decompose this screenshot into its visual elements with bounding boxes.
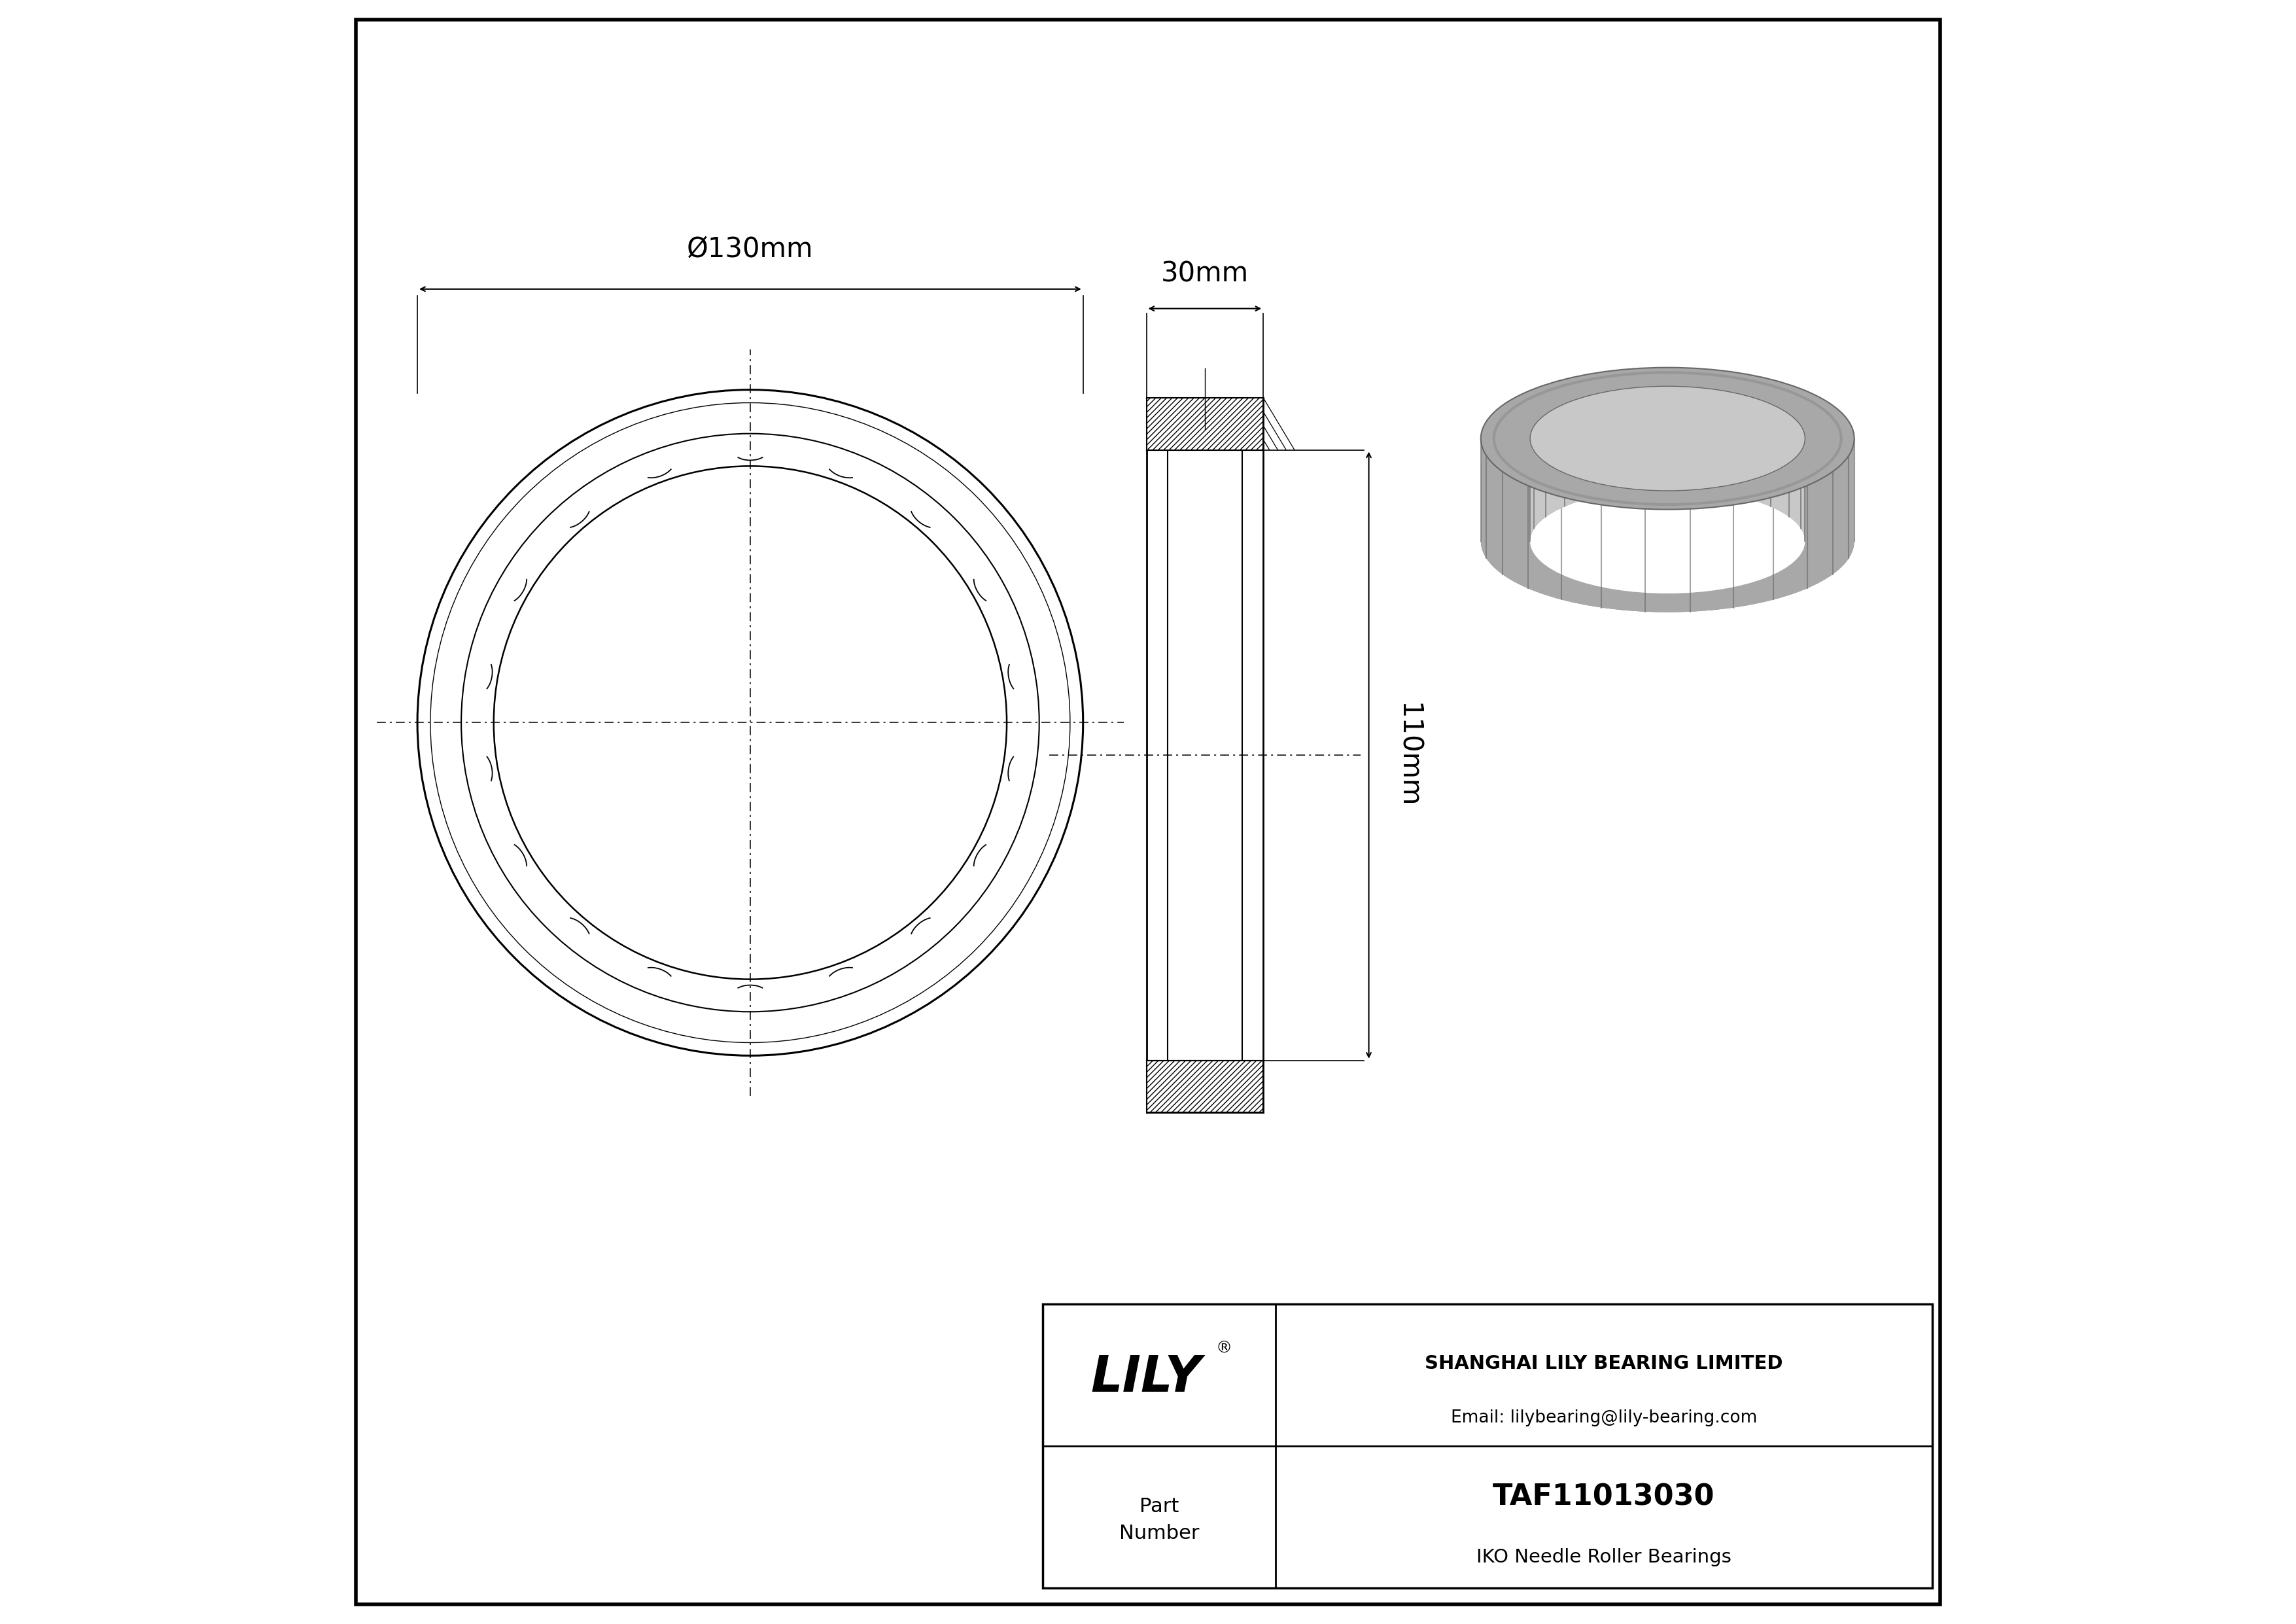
- Polygon shape: [1481, 438, 1855, 612]
- Text: TAF11013030: TAF11013030: [1492, 1483, 1715, 1512]
- Ellipse shape: [1529, 387, 1805, 490]
- Text: LILY: LILY: [1091, 1354, 1201, 1402]
- Bar: [1042, 1304, 1933, 1588]
- Text: Email: lilybearing@lily-bearing.com: Email: lilybearing@lily-bearing.com: [1451, 1410, 1756, 1426]
- Text: 110mm: 110mm: [1394, 703, 1421, 807]
- Text: Part
Number: Part Number: [1118, 1497, 1199, 1543]
- Ellipse shape: [1481, 367, 1855, 510]
- Text: ®: ®: [1217, 1341, 1233, 1356]
- Text: Ø130mm: Ø130mm: [687, 235, 813, 263]
- Ellipse shape: [1529, 387, 1805, 490]
- Polygon shape: [1529, 387, 1805, 541]
- Text: IKO Needle Roller Bearings: IKO Needle Roller Bearings: [1476, 1548, 1731, 1566]
- Bar: [1146, 1060, 1263, 1112]
- Text: 30mm: 30mm: [1162, 260, 1249, 287]
- Ellipse shape: [1529, 489, 1805, 593]
- Ellipse shape: [1481, 367, 1855, 510]
- Ellipse shape: [1481, 471, 1855, 612]
- Bar: [1146, 398, 1263, 450]
- Text: SHANGHAI LILY BEARING LIMITED: SHANGHAI LILY BEARING LIMITED: [1426, 1354, 1784, 1372]
